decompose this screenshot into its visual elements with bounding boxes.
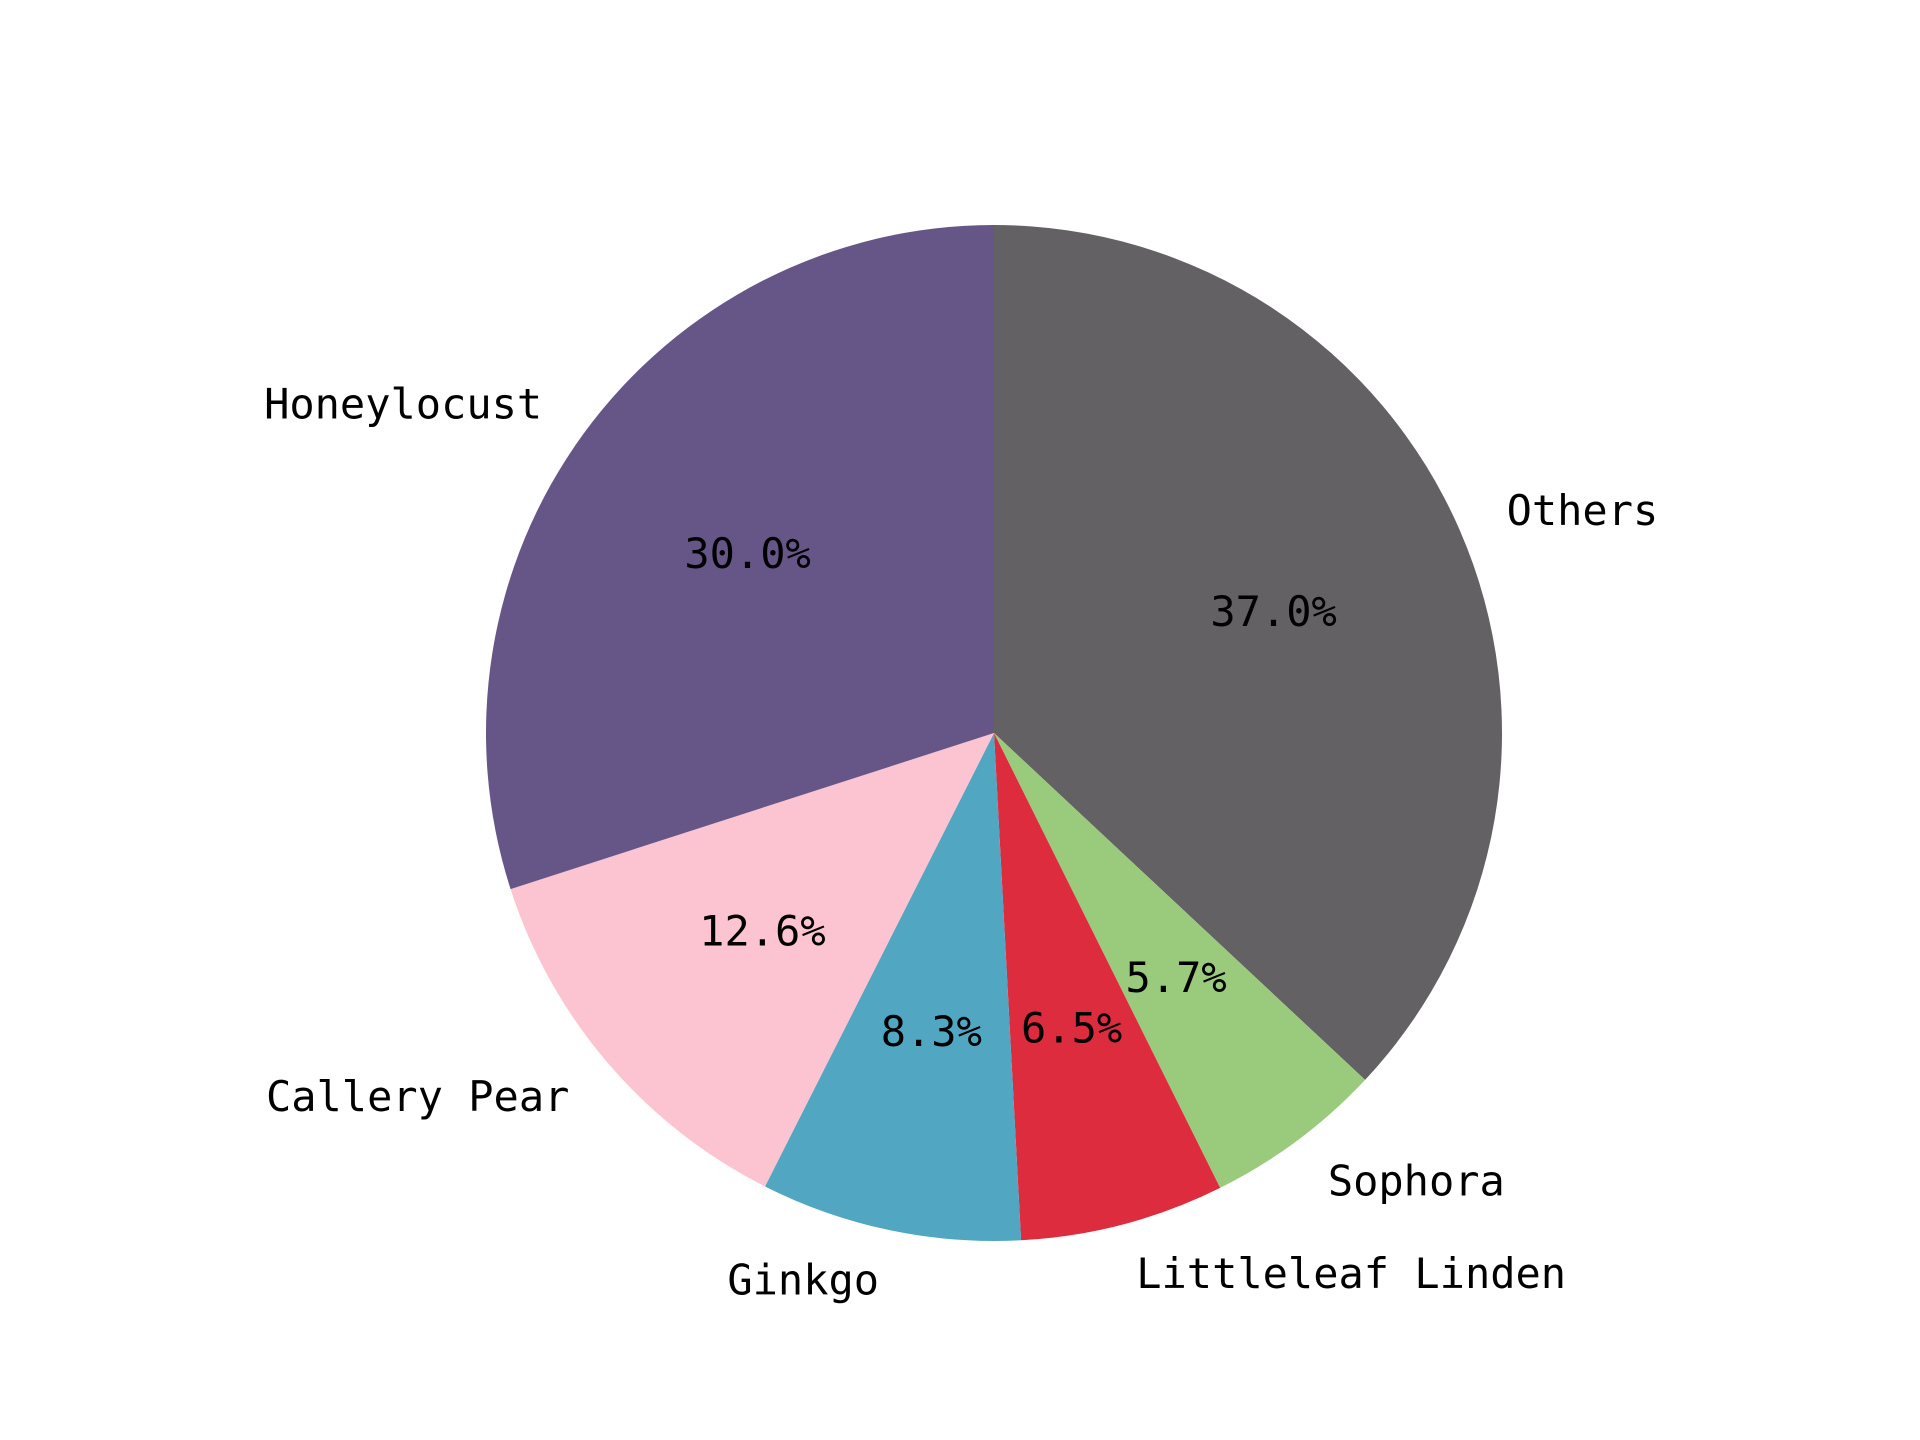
pct-label-honeylocust: 30.0%: [684, 529, 810, 578]
pie-slice-callery-pear: [510, 733, 994, 1187]
pie-slice-others: [994, 225, 1502, 1080]
pct-label-sophora: 5.7%: [1126, 953, 1227, 1002]
slice-label-ginkgo: Ginkgo: [727, 1255, 879, 1304]
slice-label-others: Others: [1507, 486, 1659, 535]
pie-slice-sophora: [994, 733, 1366, 1188]
pie-slice-ginkgo: [765, 733, 1022, 1241]
pct-label-ginkgo: 8.3%: [881, 1007, 982, 1056]
pct-label-others: 37.0%: [1210, 587, 1336, 636]
slice-label-littleleaf-linden: Littleleaf Linden: [1136, 1249, 1566, 1298]
pie-slice-honeylocust: [486, 225, 994, 890]
slice-label-callery-pear: Callery Pear: [266, 1072, 569, 1121]
pie-labels: Others 37.0% Sophora 5.7% Littleleaf Linden 6…: [264, 380, 1658, 1305]
pct-label-littleleaf-linden: 6.5%: [1021, 1003, 1122, 1052]
pct-label-callery-pear: 12.6%: [699, 907, 825, 956]
pie-slices: [486, 225, 1502, 1241]
pie-slice-littleleaf-linden: [994, 733, 1221, 1241]
slice-label-honeylocust: Honeylocust: [264, 380, 542, 429]
slice-label-sophora: Sophora: [1328, 1157, 1505, 1206]
